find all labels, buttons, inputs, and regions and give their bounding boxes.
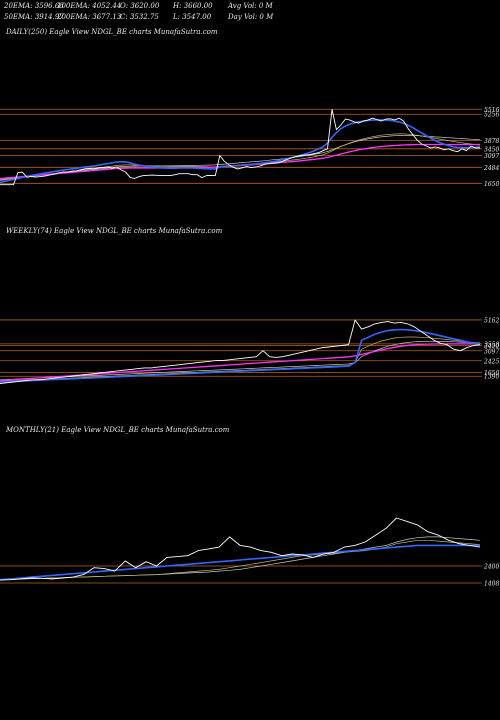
daily-panel-title: DAILY(250) Eagle View NDGL_BE charts Mun…	[5, 28, 218, 36]
monthly-level-label: 2400	[483, 564, 499, 571]
header-ema20: 20EMA: 3596.68	[3, 2, 64, 10]
header-avg-vol: Avg Vol: 0 M	[227, 2, 274, 10]
daily-level-label: 3878	[484, 138, 499, 145]
weekly-ema-short-line	[0, 328, 481, 383]
header-day-vol: Day Vol: 0 M	[227, 13, 274, 21]
ema-header: 20EMA: 3596.68 100EMA: 4052.44 O: 3620.0…	[3, 2, 274, 21]
weekly-level-label: 5162	[484, 317, 499, 324]
monthly-ema-short-line	[0, 544, 480, 581]
weekly-level-label: 2425	[483, 358, 499, 365]
monthly-price-line	[0, 517, 481, 581]
monthly-chart-panel: 2400 1408	[0, 517, 499, 588]
monthly-level-label: 1408	[484, 581, 499, 588]
weekly-level-label: 1390	[484, 374, 499, 381]
daily-level-label: 3097	[484, 153, 499, 160]
header-high: H: 3660.00	[172, 2, 213, 10]
header-low: L: 3547.00	[172, 13, 212, 21]
header-ema200: 200EMA: 3677.13	[56, 13, 122, 21]
weekly-price-line	[0, 319, 481, 384]
weekly-panel-title: WEEKLY(74) Eagle View NDGL_BE charts Mun…	[6, 227, 223, 235]
header-open: O: 3620.00	[120, 2, 160, 10]
monthly-ema-mid-line	[0, 539, 481, 581]
daily-level-label: 1650	[484, 181, 499, 188]
daily-price-line	[0, 108, 480, 186]
weekly-level-label: 1650	[484, 370, 499, 377]
monthly-panel-title: MONTHLY(21) Eagle View NDGL_BE charts Mu…	[5, 426, 230, 434]
weekly-ema-other-line	[0, 340, 481, 381]
weekly-level-label: 3558	[484, 341, 499, 348]
daily-level-label: 5516	[484, 107, 499, 114]
weekly-level-label: 3450	[484, 343, 499, 350]
weekly-level-label: 3097	[484, 348, 499, 355]
daily-level-label: 2484	[483, 165, 499, 172]
daily-level-label: 3450	[484, 146, 499, 153]
daily-ema-other-line	[0, 135, 481, 180]
daily-ema-short-line	[0, 119, 481, 184]
header-close: C: 3532.75	[120, 13, 159, 21]
header-ema50: 50EMA: 3914.97	[4, 13, 64, 21]
header-ema100: 100EMA: 4052.44	[57, 2, 121, 10]
daily-level-label: 5256	[484, 112, 499, 119]
